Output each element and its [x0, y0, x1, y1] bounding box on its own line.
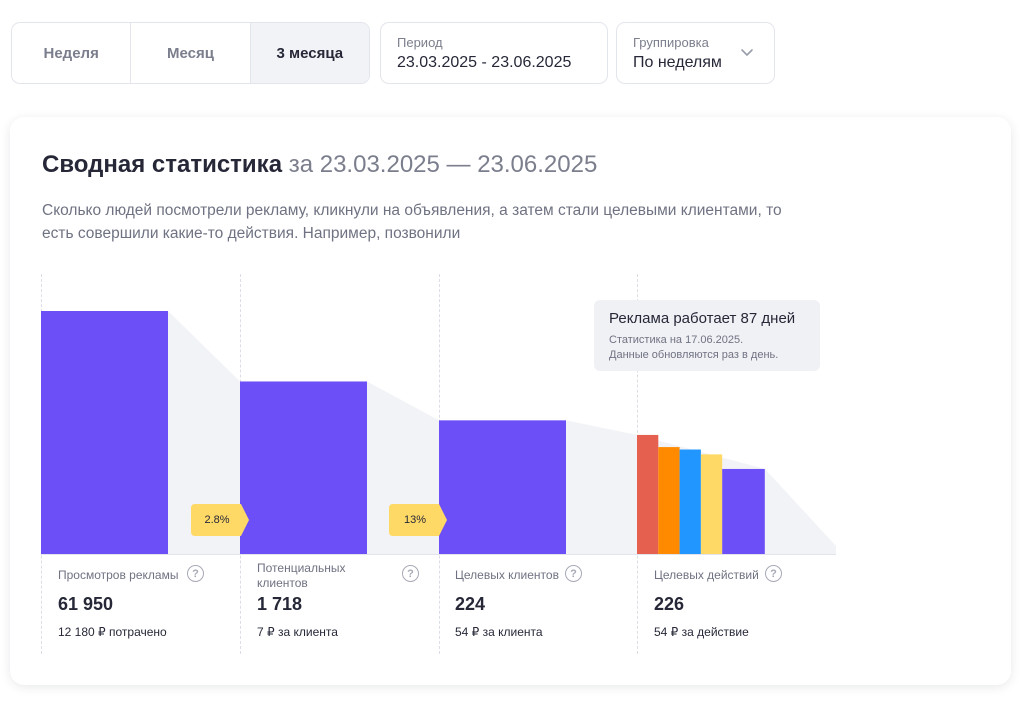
summary-title: Сводная статистика за 23.03.2025 — 23.06… [42, 151, 597, 179]
period-tabs: Неделя Месяц 3 месяца [11, 22, 370, 84]
stat-potential-clients: Потенциальных клиентов ? 1 718 7 ₽ за кл… [257, 561, 447, 639]
stat-target-actions: Целевых действий ? 226 54 ₽ за действие [654, 565, 844, 639]
stat-sub: 12 180 ₽ потрачено [58, 625, 167, 639]
stat-name: Потенциальных клиентов [257, 561, 346, 590]
tooltip-line: Статистика на 17.06.2025. [609, 334, 744, 346]
tooltip-text: Статистика на 17.06.2025. Данные обновля… [609, 333, 805, 363]
funnel-bar [41, 311, 168, 554]
question-circle-icon[interactable]: ? [565, 565, 582, 582]
funnel-chart [41, 311, 836, 555]
funnel-connector [566, 420, 637, 554]
conversion-badge-label: 2.8% [204, 514, 230, 526]
grouping-label: Группировка [633, 35, 709, 50]
conversion-badge-label: 13% [403, 514, 427, 526]
action-breakdown-bar [679, 449, 701, 554]
action-breakdown-bar [658, 447, 680, 554]
conversion-badge: 2.8% [191, 504, 249, 536]
stat-value: 1 718 [257, 594, 303, 614]
question-circle-icon[interactable]: ? [402, 565, 419, 582]
stat-value: 226 [654, 594, 685, 614]
summary-title-text: Сводная статистика [42, 151, 283, 178]
period-value: 23.03.2025 - 23.06.2025 [397, 54, 572, 71]
stat-value: 61 950 [58, 594, 114, 614]
campaign-info-tooltip: Реклама работает 87 дней Статистика на 1… [594, 300, 820, 371]
grouping-value: По неделям [633, 54, 722, 71]
stat-value: 224 [455, 594, 486, 614]
grouping-select[interactable]: Группировка По неделям [616, 22, 775, 84]
stat-name: Просмотров рекламы [58, 568, 179, 582]
summary-description: Сколько людей посмотрели рекламу, кликну… [42, 202, 782, 242]
conversion-badge: 13% [389, 504, 447, 536]
summary-card: Сводная статистика за 23.03.2025 — 23.06… [10, 117, 1011, 685]
chevron-down-icon [741, 49, 753, 56]
tab-month[interactable]: Месяц [131, 23, 251, 83]
stat-views: Просмотров рекламы ? 61 950 12 180 ₽ пот… [58, 565, 248, 639]
tab-week[interactable]: Неделя [12, 23, 132, 83]
funnel-connector [168, 311, 240, 554]
stat-sub: 7 ₽ за клиента [257, 625, 338, 639]
period-label: Период [397, 35, 443, 50]
funnel-bar [240, 381, 367, 554]
period-field[interactable]: Период 23.03.2025 - 23.06.2025 [380, 22, 608, 84]
action-breakdown-bar [700, 454, 723, 554]
tab-3-months[interactable]: 3 месяца [250, 23, 369, 83]
action-breakdown-bar [743, 468, 765, 554]
stat-target-clients: Целевых клиентов ? 224 54 ₽ за клиента [455, 565, 645, 639]
question-circle-icon[interactable]: ? [765, 565, 782, 582]
tooltip-title: Реклама работает 87 дней [609, 310, 796, 327]
stat-name: Целевых действий [654, 568, 759, 582]
stat-sub: 54 ₽ за клиента [455, 625, 543, 639]
stat-name: Целевых клиентов [455, 568, 559, 582]
stat-sub: 54 ₽ за действие [654, 625, 749, 639]
funnel-bar [439, 420, 566, 554]
tooltip-line: Данные обновляются раз в день. [609, 349, 779, 361]
action-breakdown-bar [722, 468, 744, 554]
summary-title-range: за 23.03.2025 — 23.06.2025 [288, 151, 598, 178]
action-breakdown-bar [637, 434, 659, 554]
question-circle-icon[interactable]: ? [187, 565, 204, 582]
